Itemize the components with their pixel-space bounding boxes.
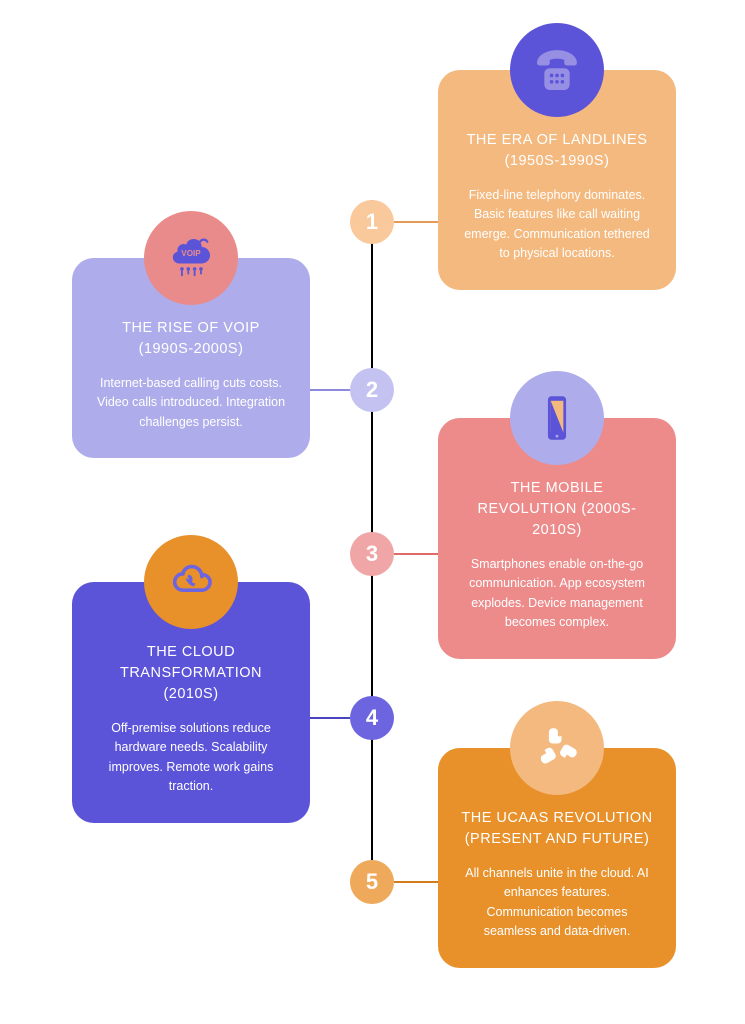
card-title: THE UCAAS REVOLUTION (PRESENT AND FUTURE… [460,808,654,850]
svg-text:VOIP: VOIP [181,249,201,258]
card-body: Internet-based calling cuts costs. Video… [94,374,288,432]
connector-3 [394,553,438,555]
card-body: All channels unite in the cloud. AI enha… [460,864,654,942]
node-number: 2 [366,377,378,403]
card-title: THE ERA OF LANDLINES (1950S-1990S) [460,130,654,172]
card-title: THE CLOUD TRANSFORMATION (2010S) [94,642,288,705]
voip-icon: VOIP [144,211,238,305]
card-body: Smartphones enable on-the-go communicati… [460,555,654,633]
connector-5 [394,881,438,883]
timeline-node-3: 3 [350,532,394,576]
card-body: Fixed-line telephony dominates. Basic fe… [460,186,654,264]
hands-icon [510,701,604,795]
phone-icon [510,23,604,117]
node-number: 4 [366,705,378,731]
node-number: 5 [366,869,378,895]
node-number: 1 [366,209,378,235]
card-title: THE RISE OF VOIP (1990S-2000S) [94,318,288,360]
timeline-node-4: 4 [350,696,394,740]
cloud-icon [144,535,238,629]
connector-1 [394,221,438,223]
card-cloud: THE CLOUD TRANSFORMATION (2010S) Off-pre… [72,582,310,823]
card-title: THE MOBILE REVOLUTION (2000S-2010S) [460,478,654,541]
card-mobile: THE MOBILE REVOLUTION (2000S-2010S) Smar… [438,418,676,659]
timeline-node-5: 5 [350,860,394,904]
mobile-icon [510,371,604,465]
node-number: 3 [366,541,378,567]
card-landlines: THE ERA OF LANDLINES (1950S-1990S) Fixed… [438,70,676,290]
connector-2 [310,389,350,391]
card-voip: VOIP THE RISE OF VOIP (1990S-2000S) Inte… [72,258,310,458]
timeline-line [371,200,373,860]
card-ucaas: THE UCAAS REVOLUTION (PRESENT AND FUTURE… [438,748,676,968]
card-body: Off-premise solutions reduce hardware ne… [94,719,288,797]
timeline-node-1: 1 [350,200,394,244]
connector-4 [310,717,350,719]
timeline-node-2: 2 [350,368,394,412]
